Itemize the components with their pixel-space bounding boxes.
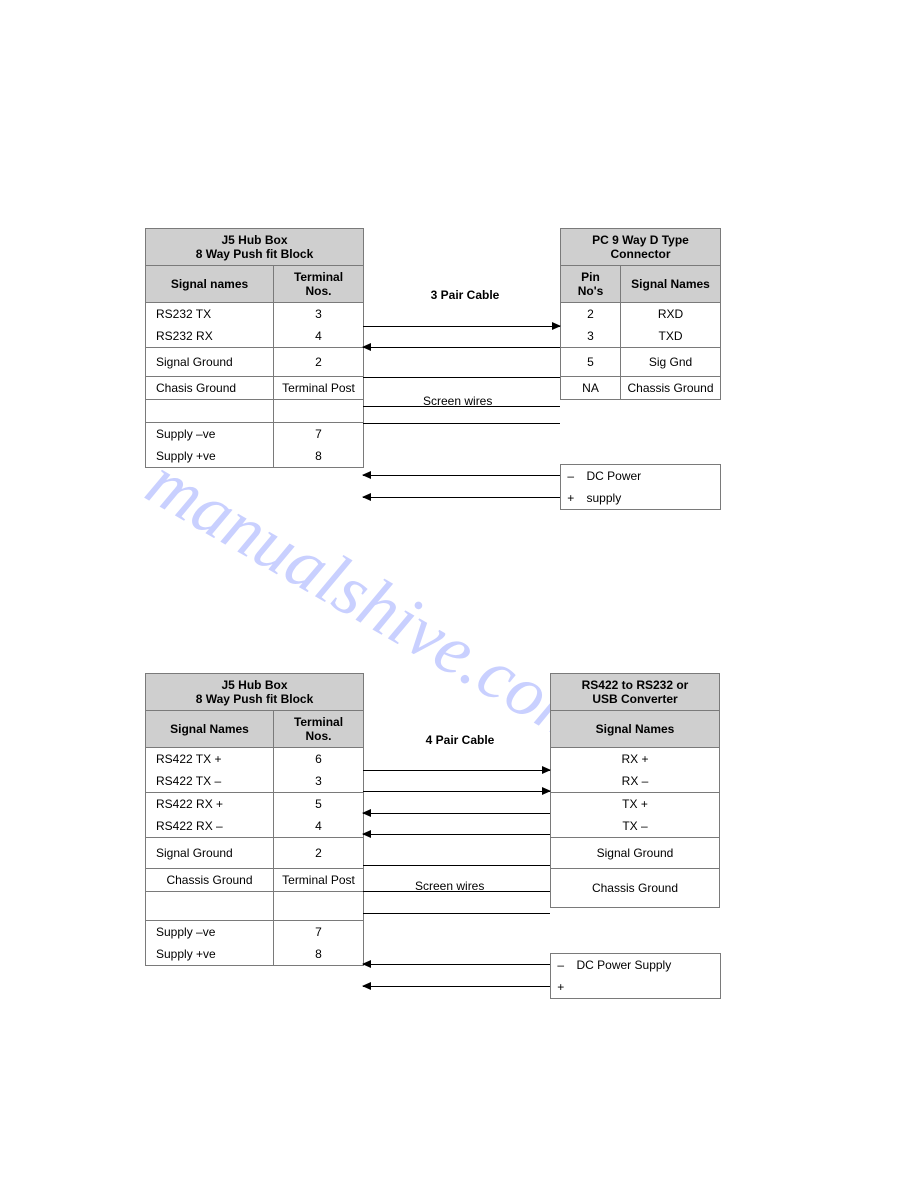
cell: 2 [274, 838, 364, 869]
right-table-2: RS422 to RS232 or USB Converter Signal N… [550, 673, 720, 908]
dc-power-box-1: – DC Power + supply [560, 464, 721, 510]
col-header: Terminal Nos. [274, 266, 364, 303]
left-table-1: J5 Hub Box 8 Way Push fit Block Signal n… [145, 228, 364, 468]
screen-wires-label: Screen wires [423, 394, 492, 408]
col-header: Terminal Nos. [274, 711, 364, 748]
cell: RS232 TX [146, 303, 274, 326]
cell-empty [274, 892, 364, 921]
cell: Chasis Ground [146, 377, 274, 400]
cell: Sig Gnd [621, 348, 721, 377]
section-rs232: J5 Hub Box 8 Way Push fit Block Signal n… [145, 228, 775, 528]
cell: 7 [274, 423, 364, 446]
cell: RS422 TX – [146, 770, 274, 793]
arrow-line [363, 326, 560, 327]
screen-wires-label: Screen wires [415, 879, 484, 893]
cell: RS422 RX – [146, 815, 274, 838]
cell: Signal Ground [146, 838, 274, 869]
cell: NA [561, 377, 621, 400]
cell: 8 [274, 943, 364, 966]
cell: Supply +ve [146, 943, 274, 966]
cell: 4 [274, 325, 364, 348]
cell: RS422 RX + [146, 793, 274, 816]
arrow-line [363, 986, 550, 987]
dc-minus: – [561, 465, 581, 488]
cell: 6 [274, 748, 364, 771]
dc-label: DC Power Supply [571, 954, 721, 977]
cell-empty [274, 400, 364, 423]
cell: Terminal Post [274, 377, 364, 400]
cable-label: 3 Pair Cable [405, 288, 525, 302]
right-title: RS422 to RS232 or [582, 678, 689, 692]
cell: Signal Ground [551, 838, 720, 869]
wire-line [363, 377, 560, 378]
arrow-line [363, 813, 550, 814]
cell: 8 [274, 445, 364, 468]
col-header: Signal Names [621, 266, 721, 303]
cell-empty [146, 400, 274, 423]
cell: Terminal Post [274, 869, 364, 892]
arrow-line [363, 497, 560, 498]
cell: TXD [621, 325, 721, 348]
col-header: Signal Names [551, 711, 720, 748]
section-rs422: J5 Hub Box 8 Way Push fit Block Signal N… [145, 673, 775, 1003]
arrow-line [363, 791, 550, 792]
arrow-line [363, 347, 560, 348]
cell: 7 [274, 921, 364, 944]
right-subtitle: Connector [611, 247, 671, 261]
right-title: PC 9 Way D Type [592, 233, 689, 247]
left-title: J5 Hub Box [221, 678, 287, 692]
right-subtitle: USB Converter [592, 692, 677, 706]
cell: RXD [621, 303, 721, 326]
left-subtitle: 8 Way Push fit Block [196, 247, 314, 261]
wire-line [363, 423, 560, 424]
cell: RS422 TX + [146, 748, 274, 771]
arrow-line [363, 770, 550, 771]
dc-power-box-2: – DC Power Supply + [550, 953, 721, 999]
arrow-line [363, 834, 550, 835]
left-table-2: J5 Hub Box 8 Way Push fit Block Signal N… [145, 673, 364, 966]
cell: 3 [274, 770, 364, 793]
arrow-line [363, 475, 560, 476]
left-title: J5 Hub Box [221, 233, 287, 247]
cell: Supply –ve [146, 423, 274, 446]
arrow-line [363, 964, 550, 965]
dc-minus: – [551, 954, 571, 977]
col-header: Signal names [146, 266, 274, 303]
cell: Signal Ground [146, 348, 274, 377]
cell: Chassis Ground [621, 377, 721, 400]
left-subtitle: 8 Way Push fit Block [196, 692, 314, 706]
cell: Supply –ve [146, 921, 274, 944]
wire-line [363, 913, 550, 914]
right-table-1: PC 9 Way D Type Connector Pin No's Signa… [560, 228, 721, 400]
wire-line [363, 865, 550, 866]
dc-plus: + [561, 487, 581, 510]
dc-label: DC Power [587, 469, 642, 483]
cell: RS232 RX [146, 325, 274, 348]
cell: 3 [561, 325, 621, 348]
cell: 2 [561, 303, 621, 326]
cell-empty [146, 892, 274, 921]
dc-plus: + [551, 976, 571, 999]
dc-label: supply [587, 491, 622, 505]
cell: 4 [274, 815, 364, 838]
cell: Supply +ve [146, 445, 274, 468]
cell: Chassis Ground [146, 869, 274, 892]
cell: 3 [274, 303, 364, 326]
cell: Chassis Ground [551, 869, 720, 908]
col-header: Pin No's [561, 266, 621, 303]
cell: TX + [551, 793, 720, 816]
cell: 2 [274, 348, 364, 377]
cell: RX + [551, 748, 720, 771]
cell: RX – [551, 770, 720, 793]
dc-empty [571, 976, 721, 999]
col-header: Signal Names [146, 711, 274, 748]
cell: 5 [274, 793, 364, 816]
cell: 5 [561, 348, 621, 377]
cable-label: 4 Pair Cable [400, 733, 520, 747]
cell: TX – [551, 815, 720, 838]
